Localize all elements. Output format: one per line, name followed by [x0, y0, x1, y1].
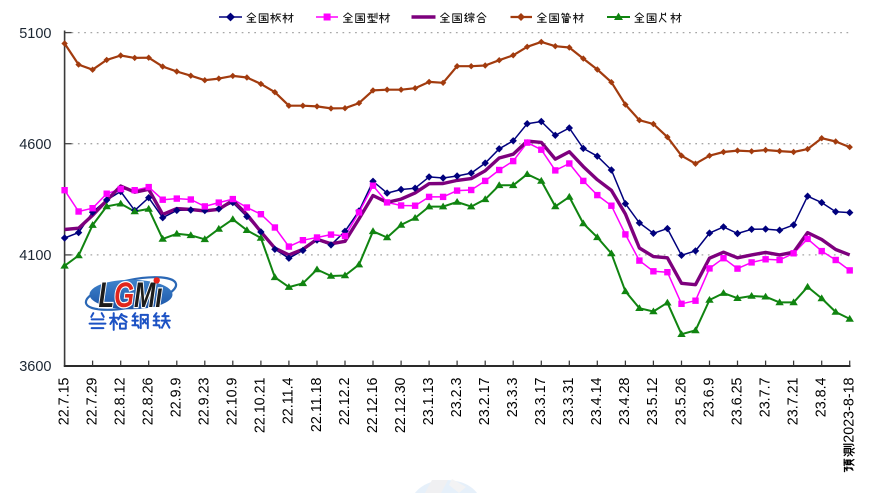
svg-text:23.3.3: 23.3.3: [505, 377, 521, 417]
svg-text:5100: 5100: [19, 26, 51, 42]
svg-text:23.8.4: 23.8.4: [814, 377, 830, 417]
svg-text:LGMı: LGMı: [99, 276, 163, 315]
svg-text:23.3.31: 23.3.31: [561, 377, 577, 425]
svg-text:3600: 3600: [19, 359, 51, 375]
svg-text:22.7.29: 22.7.29: [84, 377, 100, 425]
svg-text:23.3.17: 23.3.17: [533, 377, 549, 425]
svg-text:22.9.23: 22.9.23: [197, 377, 213, 425]
svg-text:22.12.16: 22.12.16: [365, 377, 381, 433]
svg-text:22.7.15: 22.7.15: [56, 377, 72, 425]
svg-text:4100: 4100: [19, 248, 51, 264]
svg-text:22.12.30: 22.12.30: [393, 377, 409, 433]
svg-text:2023-8-18: 2023-8-18: [842, 377, 858, 442]
svg-text:23.6.9: 23.6.9: [701, 377, 717, 417]
svg-text:23.5.26: 23.5.26: [673, 377, 689, 425]
svg-text:22.8.12: 22.8.12: [112, 377, 128, 425]
svg-text:23.6.25: 23.6.25: [729, 377, 745, 425]
svg-text:23.4.28: 23.4.28: [617, 377, 633, 425]
svg-text:23.7.7: 23.7.7: [757, 377, 773, 417]
svg-text:23.2.17: 23.2.17: [477, 377, 493, 425]
svg-text:22.10.9: 22.10.9: [225, 377, 241, 425]
svg-text:23.4.14: 23.4.14: [589, 377, 605, 425]
svg-text:23.7.21: 23.7.21: [785, 377, 801, 425]
svg-text:4600: 4600: [19, 137, 51, 153]
svg-text:22.9.9: 22.9.9: [169, 377, 185, 417]
svg-text:22.12.2: 22.12.2: [337, 377, 353, 425]
svg-text:23.5.12: 23.5.12: [645, 377, 661, 425]
svg-text:22.11.4: 22.11.4: [281, 377, 297, 424]
svg-text:23.1.13: 23.1.13: [421, 377, 437, 425]
svg-text:22.11.18: 22.11.18: [309, 377, 325, 432]
svg-text:22.8.26: 22.8.26: [140, 377, 156, 425]
svg-text:22.10.21: 22.10.21: [253, 377, 269, 433]
svg-text:23.2.3: 23.2.3: [449, 377, 465, 417]
